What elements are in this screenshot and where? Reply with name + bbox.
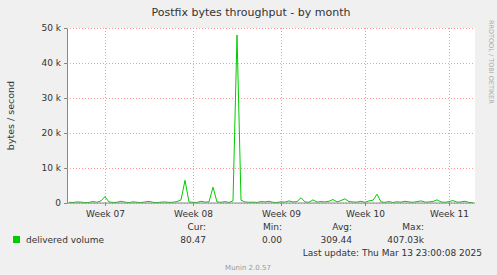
- tick-mark: [64, 28, 67, 29]
- tick: 30 k: [41, 93, 67, 103]
- stat-value: 407.03k: [387, 235, 424, 245]
- tick-mark: [105, 203, 106, 206]
- tick-label: 50 k: [41, 23, 61, 33]
- grid-line: [67, 98, 475, 99]
- tick-label: Week 07: [86, 209, 125, 219]
- legend-swatch: [13, 236, 20, 243]
- tick: Week 11: [430, 203, 469, 219]
- grid-line: [67, 168, 475, 169]
- last-update: Last update: Thu Mar 13 23:00:08 2025: [303, 248, 482, 258]
- tick-label: 0: [55, 198, 61, 208]
- stat-value: 80.47: [180, 235, 206, 245]
- tick: Week 10: [346, 203, 385, 219]
- axis-line: [67, 203, 475, 204]
- tick: 20 k: [41, 128, 67, 138]
- stat-header: Min:: [263, 222, 282, 232]
- tick-mark: [449, 203, 450, 206]
- grid-line: [105, 28, 106, 203]
- x-axis: Week 07 Week 08 Week 09 Week 10 Week 11: [67, 203, 475, 219]
- tick-label: 40 k: [41, 58, 61, 68]
- grid: [67, 28, 475, 204]
- tick: Week 08: [174, 203, 213, 219]
- tick-label: Week 09: [262, 209, 301, 219]
- plot-area: [67, 28, 475, 203]
- tick-mark: [281, 203, 282, 206]
- tick-mark: [365, 203, 366, 206]
- tick: 40 k: [41, 58, 67, 68]
- tick: Week 07: [86, 203, 125, 219]
- tick-label: Week 11: [430, 209, 469, 219]
- tick-label: 10 k: [41, 163, 61, 173]
- chart: 010 k20 k30 k40 k50 kWeek 07Week 08Week …: [0, 0, 497, 275]
- tick-label: Week 08: [174, 209, 213, 219]
- watermark: RRDTOOL / TOBI OETIKER: [487, 20, 495, 104]
- marks: [69, 35, 473, 203]
- tick: 0: [55, 198, 67, 208]
- tick-mark: [64, 168, 67, 169]
- tick-label: Week 10: [346, 209, 385, 219]
- stat-header: Max:: [402, 222, 424, 232]
- tick-mark: [193, 203, 194, 206]
- grid-line: [449, 28, 450, 203]
- tick-label: 30 k: [41, 93, 61, 103]
- tick: 50 k: [41, 23, 67, 33]
- grid-line: [193, 28, 194, 203]
- tick: Week 09: [262, 203, 301, 219]
- title: Postfix bytes throughput - by month: [152, 6, 351, 19]
- tick-mark: [64, 98, 67, 99]
- tick-label: 20 k: [41, 128, 61, 138]
- stat-header: Avg:: [332, 222, 352, 232]
- tick-mark: [64, 203, 67, 204]
- stat-value: 0.00: [262, 235, 282, 245]
- background: [0, 0, 497, 275]
- axis-line: [67, 29, 68, 204]
- stat-value: 309.44: [321, 235, 353, 245]
- stat-header: Cur:: [187, 222, 206, 232]
- line: [69, 35, 473, 203]
- tick-mark: [64, 63, 67, 64]
- y-axis: 0 10 k 20 k 30 k 40 k 50 k: [41, 23, 67, 208]
- footer: Munin 2.0.57: [225, 264, 271, 272]
- tick: 10 k: [41, 163, 67, 173]
- axis-title: bytes / second: [5, 81, 16, 150]
- grid-line: [67, 63, 475, 64]
- grid-line: [67, 203, 475, 204]
- grid-line: [67, 133, 475, 134]
- tick-mark: [64, 133, 67, 134]
- grid-line: [67, 28, 475, 29]
- grid-line: [281, 28, 282, 203]
- legend-label: delivered volume: [26, 235, 105, 245]
- grid-line: [365, 28, 366, 203]
